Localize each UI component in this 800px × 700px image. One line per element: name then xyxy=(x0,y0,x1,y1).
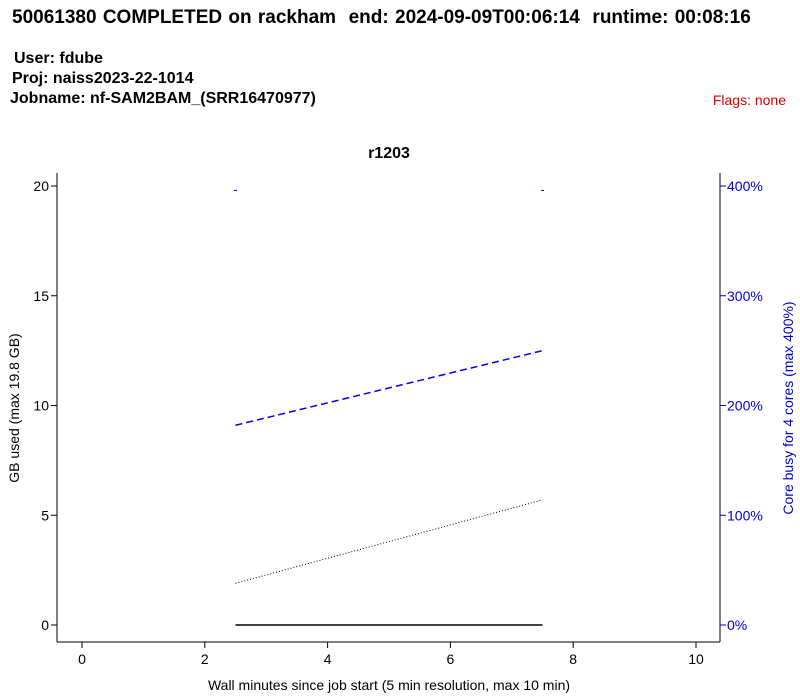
user-value: fdube xyxy=(59,50,103,67)
project-line: Proj: naiss2023-22-1014 xyxy=(12,70,193,88)
series-line-dotted xyxy=(235,499,543,584)
jobname-line: Jobname: nf-SAM2BAM_(SRR16470977) xyxy=(10,90,316,108)
y-tick-label: 20 xyxy=(33,178,49,194)
end-label: end: xyxy=(348,7,389,28)
y2-tick-label: 0% xyxy=(727,617,747,633)
x-tick-label: 8 xyxy=(569,651,577,667)
flags-value: none xyxy=(754,92,786,108)
y-tick-label: 0 xyxy=(41,617,49,633)
x-axis-ticks: 0 2 4 6 8 10 xyxy=(78,642,704,667)
user-line: User: fdube xyxy=(14,50,103,68)
end-value: 2024-09-09T00:06:14 xyxy=(395,7,580,28)
series-layer xyxy=(234,189,544,626)
x-tick-label: 2 xyxy=(201,651,209,667)
y2-tick-label: 400% xyxy=(727,178,763,194)
user-label: User: xyxy=(14,50,55,67)
y-tick-label: 10 xyxy=(33,398,49,414)
chart-title: r1203 xyxy=(368,145,410,162)
series-line-dashed xyxy=(235,349,543,426)
project-value: naiss2023-22-1014 xyxy=(52,70,194,87)
y-tick-label: 5 xyxy=(41,507,49,523)
jobname-label: Jobname: xyxy=(10,90,86,107)
flags-line: Flags: none xyxy=(713,92,786,108)
job-status: COMPLETED on rackham xyxy=(102,7,337,28)
y-axis-label: GB used (max 19.8 GB) xyxy=(6,333,22,482)
job-title-line: 50061380 COMPLETED on rackham end: 2024-… xyxy=(12,7,751,29)
jobname-value: nf-SAM2BAM_(SRR16470977) xyxy=(90,90,316,107)
x-tick-label: 6 xyxy=(447,651,455,667)
flags-label: Flags: xyxy=(712,92,751,108)
y2-tick-label: 200% xyxy=(727,398,763,414)
y-tick-label: 15 xyxy=(33,288,49,304)
runtime-label: runtime: xyxy=(592,7,669,28)
y2-tick-label: 100% xyxy=(727,507,763,523)
y-axis-ticks: 0 5 10 15 20 xyxy=(33,178,57,633)
job-id: 50061380 xyxy=(12,7,97,28)
runtime-value: 00:08:16 xyxy=(674,7,751,28)
x-tick-label: 10 xyxy=(688,651,704,667)
x-tick-label: 4 xyxy=(324,651,332,667)
x-axis-label: Wall minutes since job start (5 min reso… xyxy=(208,677,570,693)
project-label: Proj: xyxy=(12,70,49,87)
x-tick-label: 0 xyxy=(78,651,86,667)
y2-axis-label: Core busy for 4 cores (max 400%) xyxy=(780,301,796,514)
y2-tick-label: 300% xyxy=(727,288,763,304)
y2-axis-ticks: 0% 100% 200% 300% 400% xyxy=(720,178,763,633)
